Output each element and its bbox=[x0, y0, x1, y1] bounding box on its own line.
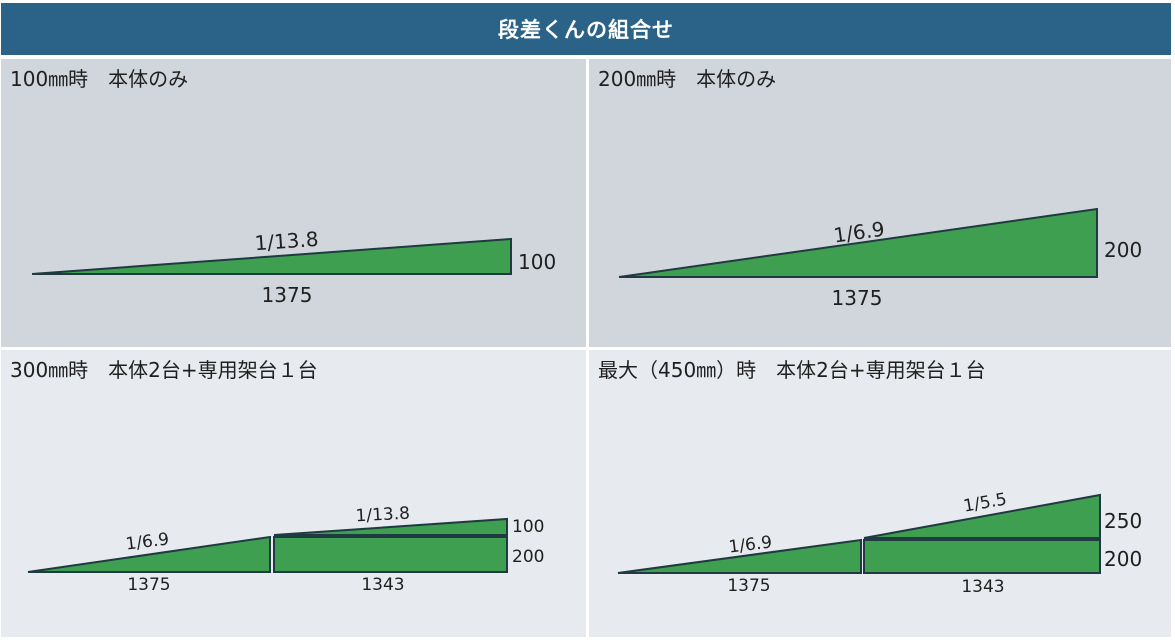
ramp-diagram: 1/6.9 1/5.5 250 200 1375 1343 bbox=[617, 489, 1142, 597]
height-label: 100 bbox=[518, 250, 556, 274]
slope-lower-label: 1/6.9 bbox=[125, 529, 171, 554]
height-upper-label: 100 bbox=[512, 517, 544, 537]
slope-label: 1/13.8 bbox=[254, 227, 320, 255]
panel-300mm: 300㎜時 本体2台+専用架台１台 1/6.9 1/13.8 100 200 1… bbox=[1, 350, 586, 637]
length-upper-label: 1343 bbox=[961, 577, 1004, 597]
length-label: 1375 bbox=[262, 283, 313, 307]
panel-title: 100㎜時 本体のみ bbox=[10, 67, 189, 91]
length-lower-label: 1375 bbox=[127, 575, 170, 595]
height-upper-label: 250 bbox=[1104, 509, 1142, 533]
ramp-diagram: 1/6.9 200 1375 bbox=[618, 207, 1142, 310]
page-title: 段差くんの組合せ bbox=[498, 18, 674, 42]
ramp-upper bbox=[273, 517, 508, 536]
length-upper-label: 1343 bbox=[361, 575, 404, 595]
ramp-main bbox=[618, 207, 1098, 278]
height-label: 200 bbox=[1104, 238, 1142, 262]
ramp-lower bbox=[27, 535, 271, 573]
ramp-main bbox=[31, 237, 512, 275]
slope-upper-label: 1/13.8 bbox=[355, 504, 410, 527]
panel-title: 300㎜時 本体2台+専用架台１台 bbox=[10, 358, 318, 382]
panel-title: 最大（450㎜）時 本体2台+専用架台１台 bbox=[598, 358, 986, 382]
ramp-lower bbox=[617, 538, 862, 574]
length-label: 1375 bbox=[832, 286, 883, 310]
ramp-diagram: 1/6.9 1/13.8 100 200 1375 1343 bbox=[27, 504, 544, 595]
height-lower-label: 200 bbox=[1104, 547, 1142, 571]
ramp-upper bbox=[863, 493, 1101, 539]
panel-100mm: 100㎜時 本体のみ 1/13.8 100 1375 bbox=[1, 59, 586, 347]
ramp-diagram: 1/13.8 100 1375 bbox=[31, 227, 556, 307]
panel-450mm: 最大（450㎜）時 本体2台+専用架台１台 1/6.9 1/5.5 250 20… bbox=[589, 350, 1171, 637]
page-header: 段差くんの組合せ bbox=[1, 3, 1171, 55]
platform-base bbox=[273, 536, 508, 573]
panel-200mm: 200㎜時 本体のみ 1/6.9 200 1375 bbox=[589, 59, 1171, 347]
height-lower-label: 200 bbox=[512, 547, 544, 567]
panel-title: 200㎜時 本体のみ bbox=[598, 67, 777, 91]
length-lower-label: 1375 bbox=[727, 576, 770, 596]
platform-base bbox=[863, 539, 1101, 574]
